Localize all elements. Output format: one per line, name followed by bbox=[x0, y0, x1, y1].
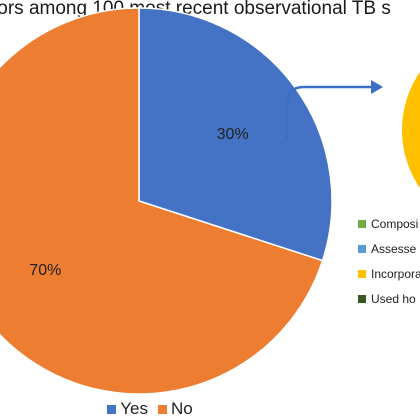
legend-swatch bbox=[107, 404, 117, 414]
pie-slice-no bbox=[0, 7, 324, 395]
second-pie-partial bbox=[402, 71, 420, 189]
connector-arrowhead bbox=[371, 80, 383, 94]
legend-label: No bbox=[171, 399, 193, 418]
main-pie bbox=[0, 7, 333, 395]
legend-swatch bbox=[158, 404, 167, 414]
legend-swatch bbox=[358, 294, 366, 303]
legend-secondary: Composi Assesse Incorpora Used ho bbox=[358, 216, 420, 316]
secondary-legend-item: Composi bbox=[358, 216, 420, 231]
legend-item-no: No bbox=[158, 399, 193, 419]
legend-label: Composi bbox=[371, 216, 419, 231]
connector-arrow bbox=[285, 85, 371, 140]
secondary-legend-item: Used ho bbox=[358, 291, 420, 306]
legend-main: Yes No bbox=[0, 398, 300, 420]
legend-label: Yes bbox=[120, 399, 148, 418]
secondary-legend-item: Incorpora bbox=[358, 266, 420, 281]
legend-swatch bbox=[358, 219, 366, 228]
legend-swatch bbox=[358, 244, 366, 253]
legend-label: Incorpora bbox=[371, 266, 420, 281]
legend-swatch bbox=[358, 269, 366, 278]
secondary-legend-item: Assesse bbox=[358, 241, 420, 256]
main-pie-data-labels: 30% 70% bbox=[29, 126, 248, 279]
pie-label-no: 70% bbox=[29, 262, 61, 279]
legend-item-yes: Yes bbox=[107, 399, 148, 419]
legend-label: Assesse bbox=[371, 241, 417, 256]
legend-label: Used ho bbox=[371, 291, 416, 306]
pie-label-yes: 30% bbox=[217, 126, 249, 143]
